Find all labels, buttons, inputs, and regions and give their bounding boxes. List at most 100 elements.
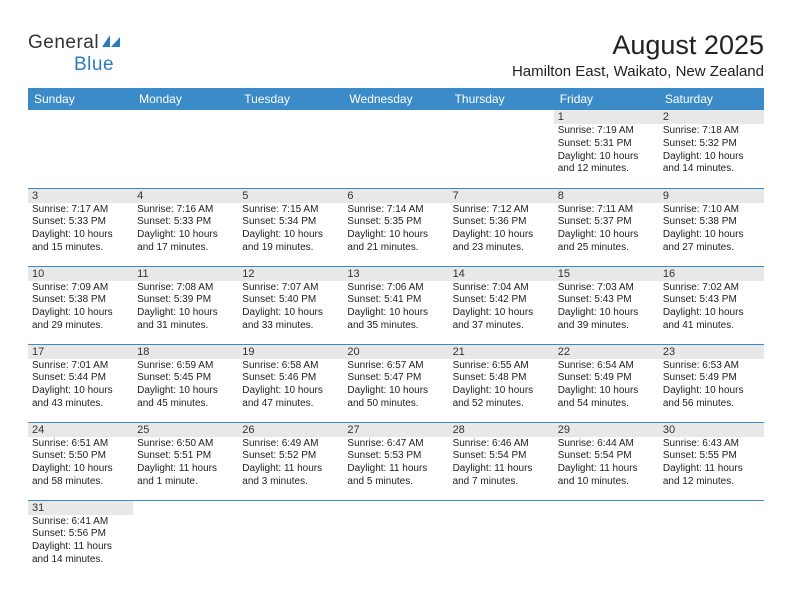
daylight-line-1: Daylight: 11 hours [663, 463, 760, 476]
day-number: 27 [343, 423, 448, 437]
calendar-cell [133, 110, 238, 188]
calendar-cell [238, 500, 343, 578]
logo-text: GeneralBlue [28, 32, 122, 76]
day-header: Friday [554, 88, 659, 110]
calendar-cell: 19Sunrise: 6:58 AMSunset: 5:46 PMDayligh… [238, 344, 343, 422]
sunset-line: Sunset: 5:56 PM [32, 528, 129, 541]
day-details: Sunrise: 7:19 AMSunset: 5:31 PMDaylight:… [554, 124, 659, 178]
day-number: 17 [28, 345, 133, 359]
daylight-line-1: Daylight: 10 hours [663, 307, 760, 320]
daylight-line-2: and 10 minutes. [558, 476, 655, 489]
logo: GeneralBlue [28, 32, 122, 76]
daylight-line-2: and 41 minutes. [663, 320, 760, 333]
day-details: Sunrise: 7:12 AMSunset: 5:36 PMDaylight:… [449, 203, 554, 257]
daylight-line-2: and 3 minutes. [242, 476, 339, 489]
sunset-line: Sunset: 5:49 PM [558, 372, 655, 385]
daylight-line-1: Daylight: 11 hours [32, 541, 129, 554]
day-header: Thursday [449, 88, 554, 110]
sunset-line: Sunset: 5:33 PM [32, 216, 129, 229]
calendar-cell: 5Sunrise: 7:15 AMSunset: 5:34 PMDaylight… [238, 188, 343, 266]
daylight-line-1: Daylight: 11 hours [558, 463, 655, 476]
day-number: 2 [659, 110, 764, 124]
sunrise-line: Sunrise: 7:18 AM [663, 125, 760, 138]
day-details: Sunrise: 6:49 AMSunset: 5:52 PMDaylight:… [238, 437, 343, 491]
sunrise-line: Sunrise: 7:01 AM [32, 360, 129, 373]
day-header: Saturday [659, 88, 764, 110]
daylight-line-2: and 29 minutes. [32, 320, 129, 333]
day-details: Sunrise: 6:44 AMSunset: 5:54 PMDaylight:… [554, 437, 659, 491]
day-number: 3 [28, 189, 133, 203]
sunrise-line: Sunrise: 6:54 AM [558, 360, 655, 373]
calendar-cell [554, 500, 659, 578]
sunset-line: Sunset: 5:41 PM [347, 294, 444, 307]
day-details: Sunrise: 7:18 AMSunset: 5:32 PMDaylight:… [659, 124, 764, 178]
calendar-cell: 15Sunrise: 7:03 AMSunset: 5:43 PMDayligh… [554, 266, 659, 344]
sunset-line: Sunset: 5:46 PM [242, 372, 339, 385]
sunset-line: Sunset: 5:39 PM [137, 294, 234, 307]
calendar-cell [659, 500, 764, 578]
calendar-cell [343, 500, 448, 578]
sunset-line: Sunset: 5:55 PM [663, 450, 760, 463]
day-details: Sunrise: 7:06 AMSunset: 5:41 PMDaylight:… [343, 281, 448, 335]
sunrise-line: Sunrise: 6:41 AM [32, 516, 129, 529]
day-number: 24 [28, 423, 133, 437]
daylight-line-2: and 12 minutes. [663, 476, 760, 489]
day-header: Wednesday [343, 88, 448, 110]
day-number: 14 [449, 267, 554, 281]
day-details: Sunrise: 7:02 AMSunset: 5:43 PMDaylight:… [659, 281, 764, 335]
calendar-cell: 1Sunrise: 7:19 AMSunset: 5:31 PMDaylight… [554, 110, 659, 188]
day-details: Sunrise: 7:08 AMSunset: 5:39 PMDaylight:… [133, 281, 238, 335]
day-details: Sunrise: 6:53 AMSunset: 5:49 PMDaylight:… [659, 359, 764, 413]
page-title: August 2025 [512, 30, 764, 61]
daylight-line-2: and 5 minutes. [347, 476, 444, 489]
calendar-cell: 11Sunrise: 7:08 AMSunset: 5:39 PMDayligh… [133, 266, 238, 344]
day-details: Sunrise: 6:50 AMSunset: 5:51 PMDaylight:… [133, 437, 238, 491]
daylight-line-1: Daylight: 10 hours [453, 385, 550, 398]
daylight-line-2: and 12 minutes. [558, 163, 655, 176]
daylight-line-1: Daylight: 10 hours [32, 463, 129, 476]
day-number: 23 [659, 345, 764, 359]
sunset-line: Sunset: 5:38 PM [32, 294, 129, 307]
calendar-cell: 20Sunrise: 6:57 AMSunset: 5:47 PMDayligh… [343, 344, 448, 422]
daylight-line-1: Daylight: 10 hours [32, 229, 129, 242]
day-details: Sunrise: 6:57 AMSunset: 5:47 PMDaylight:… [343, 359, 448, 413]
calendar-cell: 25Sunrise: 6:50 AMSunset: 5:51 PMDayligh… [133, 422, 238, 500]
sunrise-line: Sunrise: 7:07 AM [242, 282, 339, 295]
sunrise-line: Sunrise: 7:14 AM [347, 204, 444, 217]
day-number: 20 [343, 345, 448, 359]
sunset-line: Sunset: 5:38 PM [663, 216, 760, 229]
calendar-cell: 17Sunrise: 7:01 AMSunset: 5:44 PMDayligh… [28, 344, 133, 422]
calendar-cell [343, 110, 448, 188]
daylight-line-1: Daylight: 10 hours [242, 229, 339, 242]
daylight-line-1: Daylight: 10 hours [663, 151, 760, 164]
day-number: 19 [238, 345, 343, 359]
sunrise-line: Sunrise: 7:03 AM [558, 282, 655, 295]
sunrise-line: Sunrise: 6:57 AM [347, 360, 444, 373]
day-number: 9 [659, 189, 764, 203]
daylight-line-2: and 17 minutes. [137, 242, 234, 255]
calendar-cell [133, 500, 238, 578]
sunset-line: Sunset: 5:53 PM [347, 450, 444, 463]
daylight-line-1: Daylight: 10 hours [137, 229, 234, 242]
calendar-cell: 23Sunrise: 6:53 AMSunset: 5:49 PMDayligh… [659, 344, 764, 422]
daylight-line-2: and 33 minutes. [242, 320, 339, 333]
daylight-line-1: Daylight: 10 hours [242, 385, 339, 398]
day-details: Sunrise: 7:14 AMSunset: 5:35 PMDaylight:… [343, 203, 448, 257]
day-number: 25 [133, 423, 238, 437]
day-number: 7 [449, 189, 554, 203]
sunrise-line: Sunrise: 6:43 AM [663, 438, 760, 451]
day-number: 4 [133, 189, 238, 203]
calendar-cell: 13Sunrise: 7:06 AMSunset: 5:41 PMDayligh… [343, 266, 448, 344]
daylight-line-1: Daylight: 11 hours [242, 463, 339, 476]
day-details: Sunrise: 6:41 AMSunset: 5:56 PMDaylight:… [28, 515, 133, 569]
sunset-line: Sunset: 5:43 PM [663, 294, 760, 307]
calendar-cell: 18Sunrise: 6:59 AMSunset: 5:45 PMDayligh… [133, 344, 238, 422]
calendar-cell: 31Sunrise: 6:41 AMSunset: 5:56 PMDayligh… [28, 500, 133, 578]
day-number: 6 [343, 189, 448, 203]
sunrise-line: Sunrise: 6:50 AM [137, 438, 234, 451]
sunrise-line: Sunrise: 6:47 AM [347, 438, 444, 451]
calendar-cell: 12Sunrise: 7:07 AMSunset: 5:40 PMDayligh… [238, 266, 343, 344]
sunset-line: Sunset: 5:48 PM [453, 372, 550, 385]
day-header: Monday [133, 88, 238, 110]
daylight-line-2: and 52 minutes. [453, 398, 550, 411]
